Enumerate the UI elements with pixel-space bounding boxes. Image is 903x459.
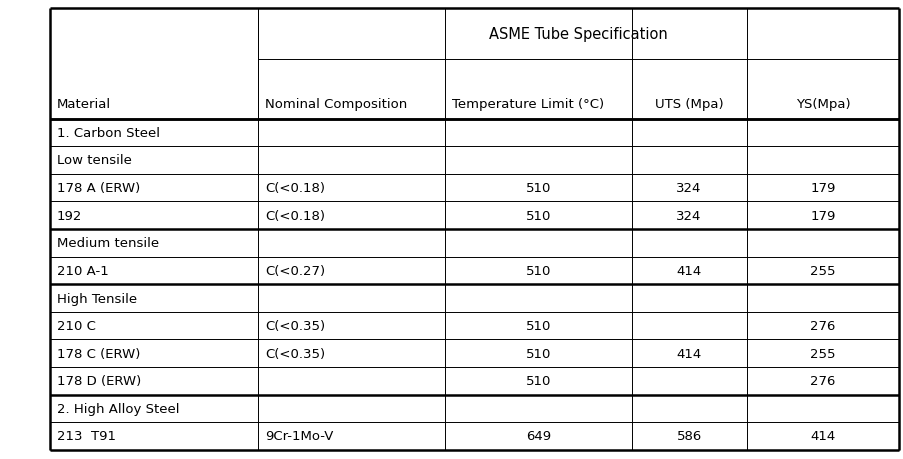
Text: Low tensile: Low tensile [57,154,132,167]
Text: Temperature Limit (°C): Temperature Limit (°C) [452,98,603,111]
Text: C(<0.27): C(<0.27) [265,264,325,277]
Text: 255: 255 [809,347,835,360]
Text: ASME Tube Specification: ASME Tube Specification [489,27,667,42]
Text: 414: 414 [809,430,834,442]
Text: 210 A-1: 210 A-1 [57,264,108,277]
Text: YS(Mpa): YS(Mpa) [795,98,850,111]
Text: 178 C (ERW): 178 C (ERW) [57,347,140,360]
Text: 178 D (ERW): 178 D (ERW) [57,375,141,387]
Text: 2. High Alloy Steel: 2. High Alloy Steel [57,402,180,415]
Text: 586: 586 [675,430,701,442]
Text: Nominal Composition: Nominal Composition [265,98,407,111]
Text: 1. Carbon Steel: 1. Carbon Steel [57,127,160,140]
Text: 192: 192 [57,209,82,222]
Text: 255: 255 [809,264,835,277]
Text: C(<0.35): C(<0.35) [265,347,325,360]
Text: 510: 510 [525,209,551,222]
Text: 510: 510 [525,375,551,387]
Text: 178 A (ERW): 178 A (ERW) [57,182,140,195]
Text: High Tensile: High Tensile [57,292,137,305]
Text: 414: 414 [675,264,701,277]
Text: 179: 179 [809,182,834,195]
Text: 510: 510 [525,347,551,360]
Text: 510: 510 [525,264,551,277]
Text: 276: 276 [809,375,834,387]
Text: Material: Material [57,98,111,111]
Text: C(<0.18): C(<0.18) [265,209,325,222]
Text: 324: 324 [675,209,701,222]
Text: 210 C: 210 C [57,319,96,332]
Text: 414: 414 [675,347,701,360]
Text: Medium tensile: Medium tensile [57,237,159,250]
Text: 510: 510 [525,182,551,195]
Text: 9Cr-1Mo-V: 9Cr-1Mo-V [265,430,333,442]
Text: 179: 179 [809,209,834,222]
Text: 649: 649 [526,430,550,442]
Text: 276: 276 [809,319,834,332]
Text: UTS (Mpa): UTS (Mpa) [654,98,722,111]
Text: C(<0.18): C(<0.18) [265,182,325,195]
Text: 213  T91: 213 T91 [57,430,116,442]
Text: 510: 510 [525,319,551,332]
Text: 324: 324 [675,182,701,195]
Text: C(<0.35): C(<0.35) [265,319,325,332]
